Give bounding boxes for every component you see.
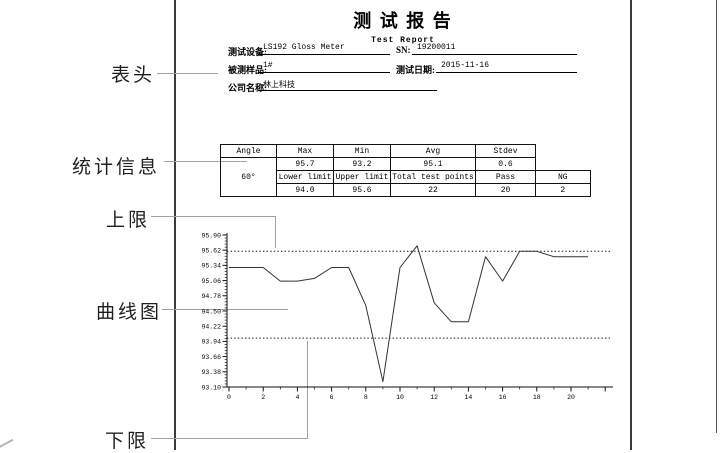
y-tick-label: 94.50 [201, 308, 221, 315]
stdev-value-cell: 0.6 [475, 157, 536, 171]
lower-limit-header-cell: Lower limit [276, 170, 334, 184]
y-tick-label: 95.06 [201, 278, 221, 285]
test-curve-chart: 95.90 95.62 95.34 95.06 94.78 94.50 94.22 93.94… [201, 232, 613, 401]
callout-stats-label: 统计信息 [72, 157, 161, 178]
callout-curve-label: 曲线图 [96, 302, 163, 323]
report-title-row: 测 试 报 告 [175, 7, 631, 33]
x-tick-label: 14 [464, 394, 472, 401]
stats-value-row: 60° 95.7 93.2 95.1 0.6 [220, 157, 591, 197]
y-tick-label: 95.34 [201, 263, 221, 270]
spacer-cell [536, 158, 591, 171]
x-tick-label: 12 [430, 394, 438, 401]
upper-limit-header-cell: Upper limit [333, 170, 391, 184]
callout-header-line [157, 73, 218, 74]
x-tick-label: 16 [499, 394, 507, 401]
limits-header-row: Lower limit Upper limit Total test point… [221, 170, 591, 184]
y-tick-label: 95.90 [201, 232, 221, 239]
x-tick-label: 10 [396, 394, 404, 401]
callout-upper-line [151, 216, 276, 217]
angle-value-cell: 60° [220, 157, 277, 197]
report-title: 测 试 报 告 [353, 11, 453, 31]
device-field-value: LS192 Gloss Meter [258, 43, 390, 55]
x-tick-label: 2 [261, 394, 265, 401]
ng-header-cell: NG [535, 170, 591, 184]
avg-header-cell: Avg [390, 144, 476, 158]
x-tick-label: 18 [533, 394, 541, 401]
ng-value-cell: 2 [535, 183, 591, 197]
corner-artifact [0, 438, 14, 450]
limits-value-row: 94.0 95.6 22 20 2 [221, 183, 591, 197]
sample-field-label: 被测样品: [228, 65, 267, 75]
max-header-cell: Max [276, 144, 334, 158]
report-subtitle-row: Test Report [175, 29, 631, 47]
callout-upper-connector [275, 216, 276, 248]
date-field-value: 2015-11-16 [436, 61, 577, 73]
lower-limit-value-cell: 94.0 [276, 183, 334, 197]
x-tick-label: 20 [567, 394, 575, 401]
y-tick-label: 93.66 [201, 354, 221, 361]
x-tick-label: 8 [364, 394, 368, 401]
sn-field-value: 19200011 [412, 43, 577, 55]
report-subtitle: Test Report [371, 36, 435, 45]
pass-header-cell: Pass [475, 170, 536, 184]
y-tick-label: 94.78 [201, 293, 221, 300]
upper-limit-value-cell: 95.6 [333, 183, 391, 197]
x-tick-label: 0 [227, 394, 231, 401]
sample-field-value: 1# [258, 61, 390, 73]
device-field-label: 测试设备: [228, 47, 267, 57]
stats-header-row: Angle Max Min Avg Stdev [220, 144, 591, 158]
callout-lower-connector [307, 341, 308, 438]
sn-field-label: SN: [396, 45, 411, 55]
total-points-header-cell: Total test points [390, 170, 476, 184]
spacer-cell [536, 145, 591, 158]
max-value-cell: 95.7 [276, 157, 334, 171]
statistics-table: Angle Max Min Avg Stdev 60° 95.7 93.2 95… [220, 144, 591, 197]
company-field-value: 林上科技 [258, 79, 437, 91]
x-tick-label: 4 [295, 394, 299, 401]
page-left-border [174, 0, 176, 450]
total-points-value-cell: 22 [390, 183, 476, 197]
min-header-cell: Min [333, 144, 391, 158]
callout-curve-line [162, 309, 288, 310]
min-value-cell: 93.2 [333, 157, 391, 171]
angle-header-cell: Angle [220, 144, 277, 158]
y-tick-label: 95.62 [201, 247, 221, 254]
avg-value-cell: 95.1 [390, 157, 476, 171]
y-tick-label: 94.22 [201, 323, 221, 330]
y-tick-label: 93.10 [201, 384, 221, 391]
x-tick-label: 6 [330, 394, 334, 401]
stdev-header-cell: Stdev [475, 144, 536, 158]
y-tick-label: 93.38 [201, 369, 221, 376]
callout-header-label: 表头 [111, 65, 156, 86]
callout-upper-label: 上限 [106, 210, 151, 231]
page-right-border [630, 0, 632, 450]
pass-value-cell: 20 [475, 183, 536, 197]
callout-lower-line [151, 438, 308, 439]
y-tick-label: 93.94 [201, 339, 221, 346]
date-field-label: 测试日期: [396, 65, 435, 75]
callout-stats-line [164, 161, 247, 162]
company-field-label: 公司名称: [228, 83, 267, 93]
window-right-edge [716, 0, 717, 433]
callout-lower-label: 下限 [105, 431, 150, 452]
test-curve [229, 245, 589, 383]
